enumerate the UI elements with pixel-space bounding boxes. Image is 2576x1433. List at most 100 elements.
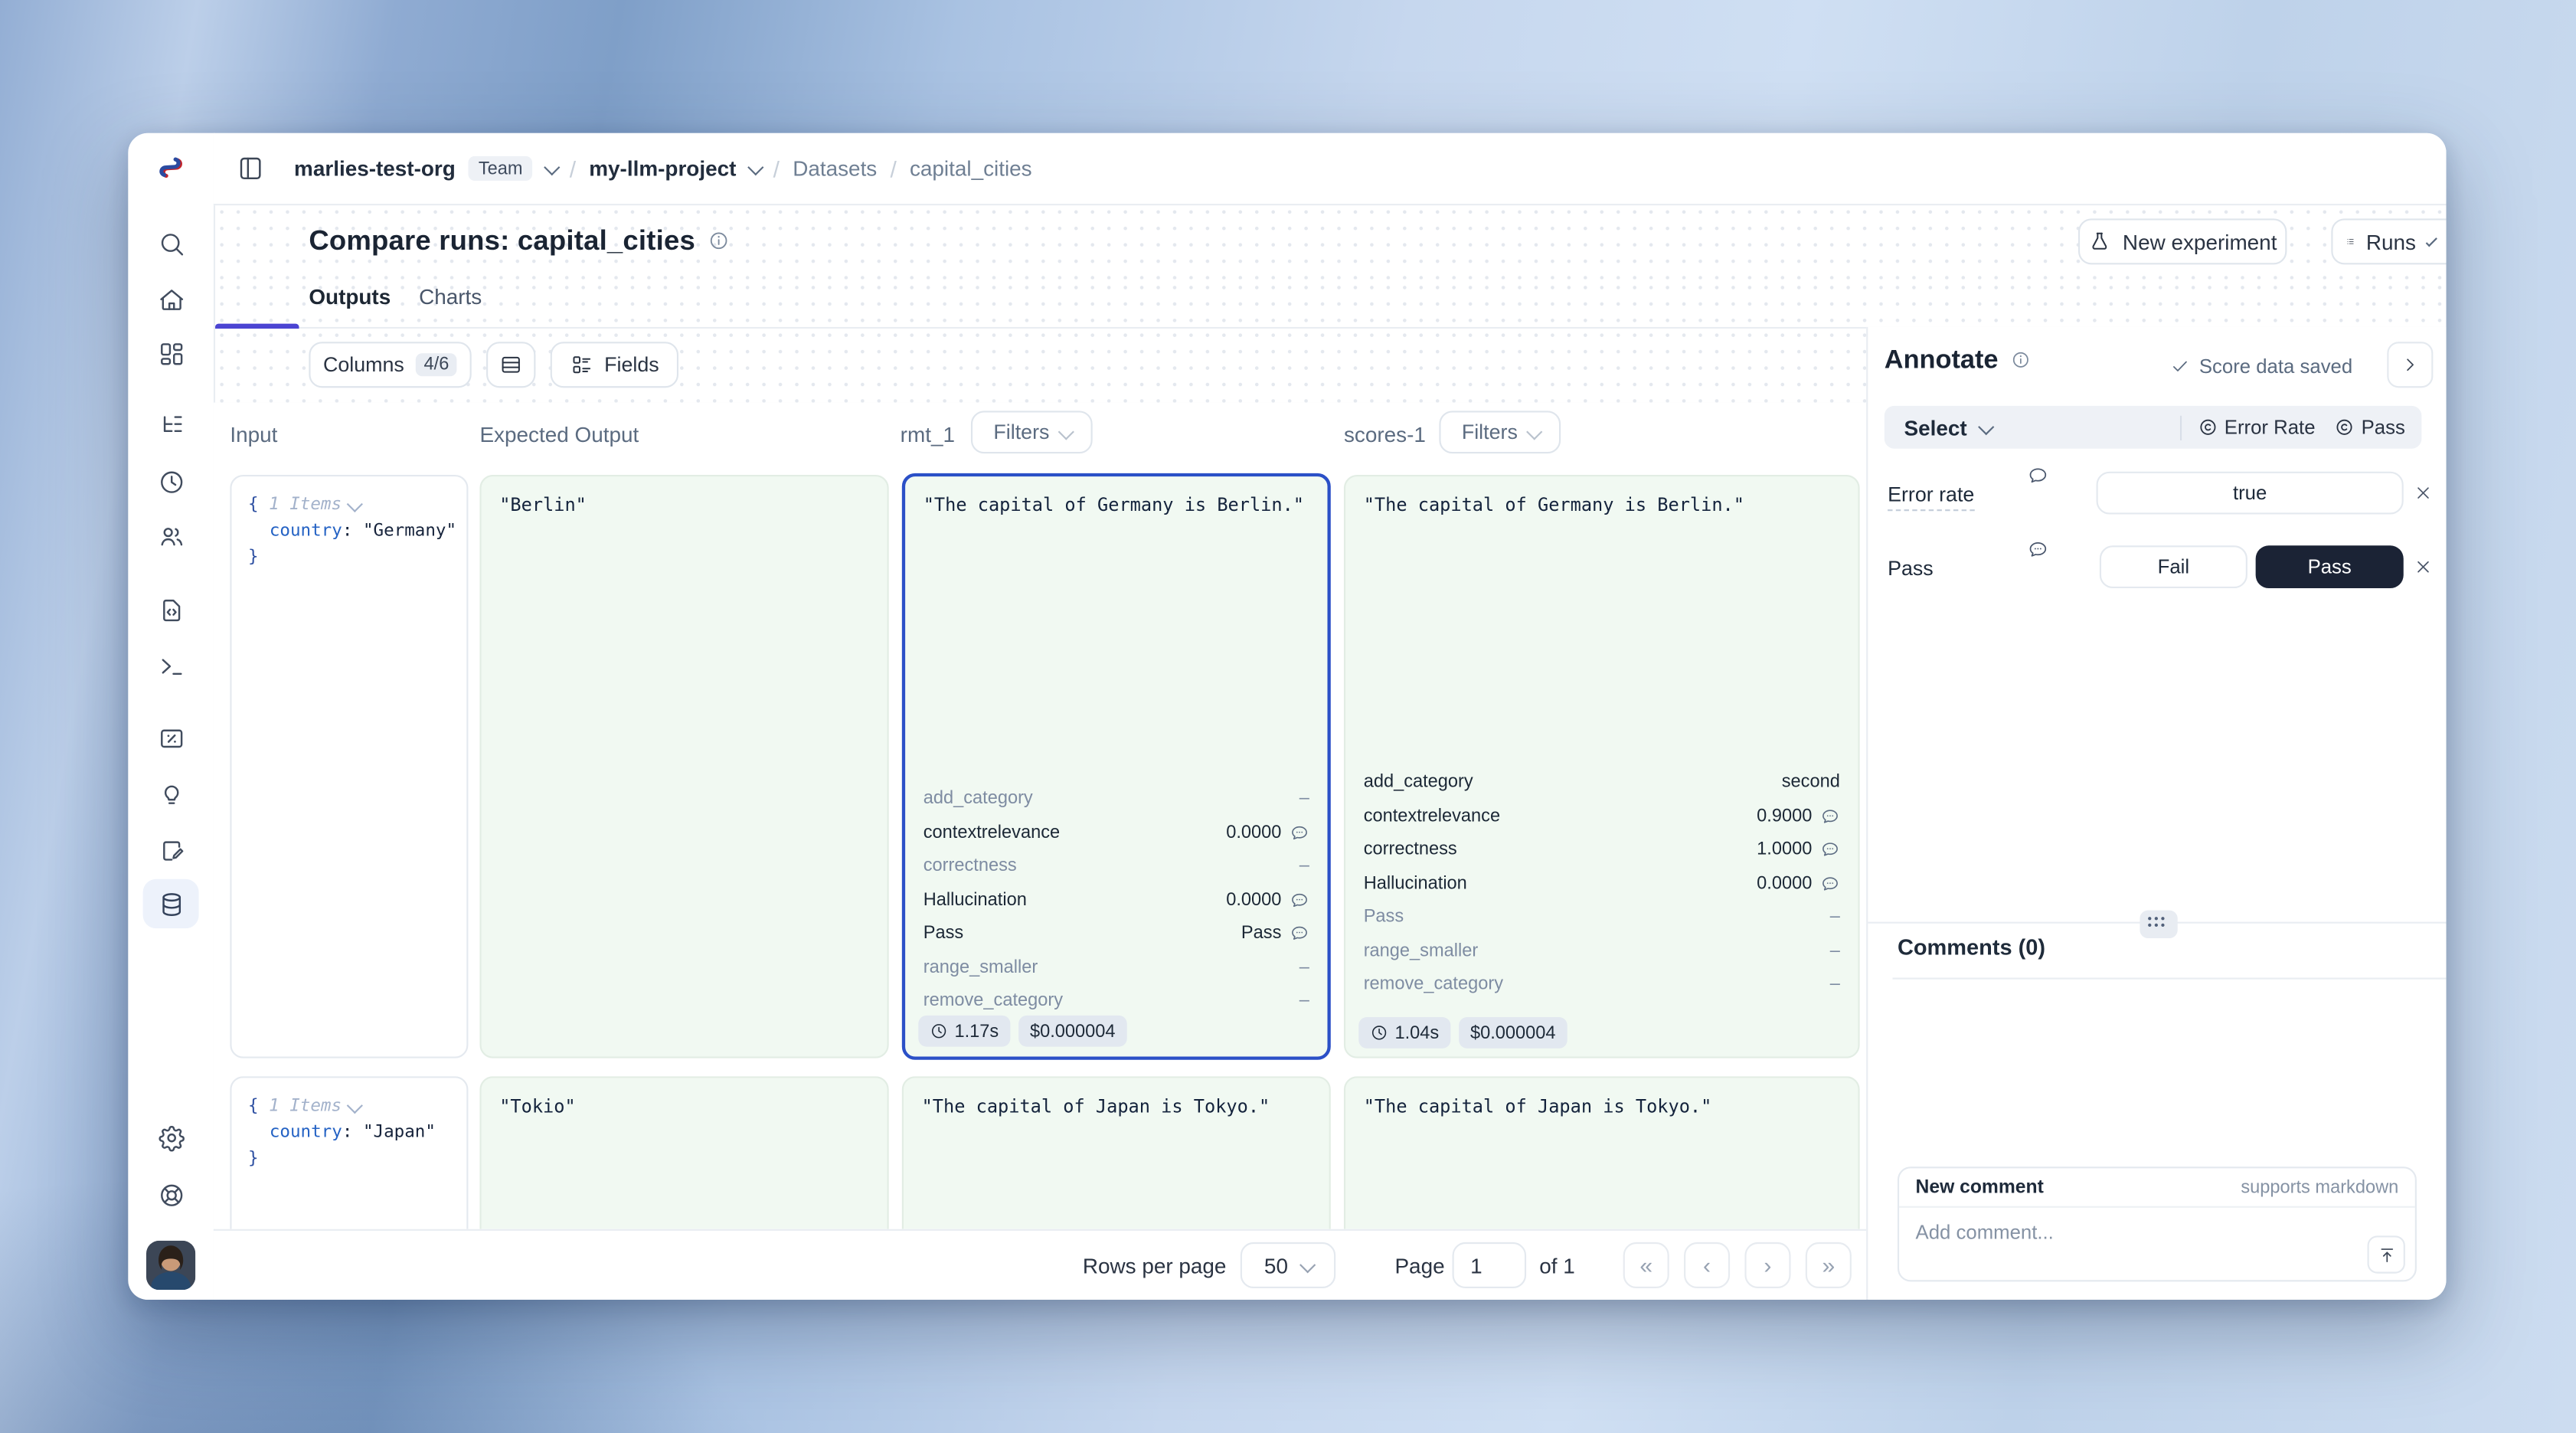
metric-row: add_category – bbox=[905, 782, 1327, 816]
next-page-button[interactable]: › bbox=[1744, 1242, 1791, 1289]
chip-error-rate[interactable]: Error Rate bbox=[2198, 416, 2316, 439]
table-toolbar: Columns 4/6 Fields bbox=[213, 326, 1867, 404]
metric-name: remove_category bbox=[1363, 974, 1504, 995]
input-cell[interactable]: { 1 Items country: "Japan" } bbox=[230, 1076, 469, 1229]
sidebar-toggle-icon[interactable] bbox=[237, 155, 264, 182]
breadcrumb-project[interactable]: my-llm-project bbox=[589, 155, 737, 181]
comment-icon[interactable] bbox=[1820, 874, 1840, 894]
clear-score-icon[interactable] bbox=[2414, 557, 2434, 577]
settings-gear-icon[interactable] bbox=[143, 1112, 199, 1161]
comment-icon[interactable] bbox=[1820, 806, 1840, 826]
chevron-down-icon[interactable] bbox=[347, 1096, 363, 1112]
collapse-panel-button[interactable] bbox=[2387, 342, 2434, 388]
pass-option-button-selected[interactable]: Pass bbox=[2255, 545, 2404, 589]
metrics-list: add_category second contextrelevance 0.9000… bbox=[1345, 766, 1858, 1007]
rows-per-page-select[interactable]: 50 bbox=[1240, 1242, 1336, 1289]
people-icon[interactable] bbox=[143, 511, 199, 560]
app-logo-icon[interactable] bbox=[158, 155, 184, 181]
submit-comment-button[interactable] bbox=[2367, 1235, 2405, 1274]
columns-button[interactable]: Columns 4/6 bbox=[309, 342, 472, 388]
comment-icon[interactable] bbox=[1290, 890, 1309, 910]
datasets-database-icon[interactable] bbox=[142, 878, 199, 929]
error-rate-value-input[interactable] bbox=[2096, 471, 2404, 515]
page-number-input[interactable] bbox=[1452, 1242, 1527, 1289]
run1-output-cell-selected[interactable]: "The capital of Germany is Berlin." add_… bbox=[901, 473, 1331, 1060]
col-header-run2[interactable]: scores-1 bbox=[1343, 422, 1426, 447]
fail-option-button[interactable]: Fail bbox=[2099, 545, 2247, 589]
history-clock-icon[interactable] bbox=[143, 456, 199, 505]
run2-output-cell[interactable]: "The capital of Japan is Tokyo." bbox=[1343, 1076, 1860, 1229]
breadcrumb-dataset-name[interactable]: capital_cities bbox=[909, 155, 1032, 181]
latency-badge[interactable]: 1.17s bbox=[918, 1015, 1011, 1047]
metric-row: remove_category – bbox=[905, 984, 1327, 1010]
breadcrumb-datasets[interactable]: Datasets bbox=[793, 155, 878, 181]
home-icon[interactable] bbox=[143, 274, 199, 323]
info-icon[interactable] bbox=[2012, 350, 2032, 370]
list-icon bbox=[2347, 239, 2354, 244]
latency-badge[interactable]: 1.04s bbox=[1358, 1017, 1451, 1049]
user-avatar[interactable] bbox=[145, 1240, 196, 1291]
tab-charts[interactable]: Charts bbox=[419, 284, 482, 309]
comment-icon[interactable] bbox=[2027, 465, 2048, 486]
comment-icon[interactable] bbox=[1290, 823, 1309, 842]
comment-icon[interactable] bbox=[1290, 924, 1309, 944]
annotation-queues-icon[interactable] bbox=[143, 825, 199, 874]
resize-drag-handle[interactable] bbox=[2139, 909, 2177, 937]
new-comment-title: New comment bbox=[1915, 1177, 2044, 1197]
run2-filters-button[interactable]: Filters bbox=[1439, 411, 1561, 454]
metric-row: add_category second bbox=[1345, 766, 1858, 800]
col-header-run1[interactable]: rmt_1 bbox=[900, 422, 955, 447]
search-icon[interactable] bbox=[143, 218, 199, 267]
last-page-button[interactable]: » bbox=[1805, 1242, 1852, 1289]
cost-badge[interactable]: $0.000004 bbox=[1018, 1015, 1127, 1047]
rubric-select-dropdown[interactable]: Select bbox=[1904, 415, 1995, 440]
help-lifebuoy-icon[interactable] bbox=[143, 1170, 199, 1219]
col-header-expected[interactable]: Expected Output bbox=[479, 422, 639, 447]
comment-icon[interactable] bbox=[1820, 840, 1840, 860]
chevron-down-icon[interactable] bbox=[347, 495, 363, 511]
input-cell[interactable]: { 1 Items country: "Germany" } bbox=[230, 475, 469, 1058]
json-items-label[interactable]: 1 Items bbox=[269, 1095, 342, 1116]
cost-badge[interactable]: $0.000004 bbox=[1458, 1017, 1568, 1049]
clear-score-icon[interactable] bbox=[2414, 483, 2434, 503]
first-page-button[interactable]: « bbox=[1623, 1242, 1669, 1289]
tracing-tree-icon[interactable] bbox=[143, 401, 199, 450]
metric-row: Hallucination 0.0000 bbox=[1345, 867, 1858, 901]
metric-name: remove_category bbox=[923, 991, 1064, 1011]
prev-page-button[interactable]: ‹ bbox=[1684, 1242, 1731, 1289]
run2-output-cell[interactable]: "The capital of Germany is Berlin." add_… bbox=[1343, 475, 1860, 1058]
chevron-down-icon[interactable] bbox=[544, 159, 560, 175]
expected-output-cell[interactable]: "Tokio" bbox=[479, 1076, 889, 1229]
score-circle-icon bbox=[2200, 419, 2216, 435]
playground-terminal-icon[interactable] bbox=[143, 641, 199, 690]
info-icon[interactable] bbox=[708, 230, 730, 251]
prompts-file-icon[interactable] bbox=[143, 585, 199, 634]
pass-label[interactable]: Pass bbox=[1888, 557, 1934, 581]
comment-icon[interactable] bbox=[2027, 539, 2048, 561]
comment-input[interactable] bbox=[1905, 1211, 2336, 1294]
scorecards-icon[interactable] bbox=[143, 713, 199, 762]
json-items-label[interactable]: 1 Items bbox=[269, 494, 342, 515]
new-comment-card: New comment supports markdown bbox=[1897, 1166, 2417, 1294]
page-of-label: of 1 bbox=[1539, 1253, 1575, 1279]
clock-icon bbox=[1371, 1026, 1387, 1040]
row-height-button[interactable] bbox=[486, 342, 536, 388]
new-experiment-button[interactable]: New experiment bbox=[2077, 218, 2287, 265]
insights-lightbulb-icon[interactable] bbox=[143, 769, 199, 818]
run1-output-cell[interactable]: "The capital of Japan is Tokyo." bbox=[901, 1076, 1331, 1229]
score-circle-icon bbox=[2337, 419, 2353, 435]
run1-filters-button[interactable]: Filters bbox=[970, 411, 1093, 454]
dashboards-icon[interactable] bbox=[143, 329, 199, 378]
fields-button[interactable]: Fields bbox=[550, 342, 679, 388]
expected-output-cell[interactable]: "Berlin" bbox=[479, 475, 889, 1058]
error-rate-label[interactable]: Error rate bbox=[1888, 483, 1975, 512]
active-tab-indicator bbox=[215, 323, 299, 329]
chevron-down-icon[interactable] bbox=[748, 159, 763, 175]
chip-pass[interactable]: Pass bbox=[2335, 416, 2405, 439]
metric-value: – bbox=[1299, 856, 1309, 877]
breadcrumb-org[interactable]: marlies-test-org bbox=[294, 155, 456, 181]
runs-dropdown-button[interactable]: Runs 2 bbox=[2331, 218, 2447, 265]
metric-name: Pass bbox=[1363, 907, 1404, 928]
col-header-input[interactable]: Input bbox=[230, 422, 278, 447]
tab-outputs[interactable]: Outputs bbox=[309, 284, 391, 309]
